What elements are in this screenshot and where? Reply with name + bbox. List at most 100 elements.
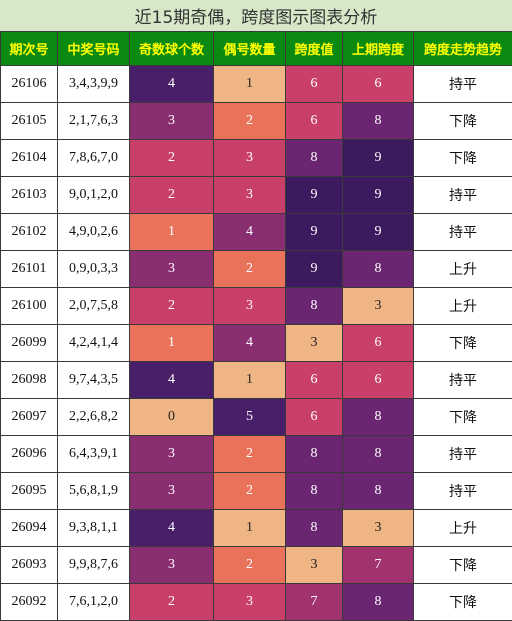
cell-prev-span: 6 — [343, 325, 414, 362]
cell-odd-count: 4 — [130, 362, 214, 399]
cell-prev-span: 7 — [343, 547, 414, 584]
cell-numbers: 9,9,8,7,6 — [58, 547, 130, 584]
cell-numbers: 7,6,1,2,0 — [58, 584, 130, 621]
cell-odd-count: 1 — [130, 325, 214, 362]
cell-issue: 26099 — [1, 325, 58, 362]
cell-odd-count: 3 — [130, 251, 214, 288]
cell-odd-count: 2 — [130, 584, 214, 621]
cell-odd-count: 4 — [130, 510, 214, 547]
cell-prev-span: 8 — [343, 251, 414, 288]
header-issue: 期次号 — [1, 32, 58, 66]
cell-numbers: 2,1,7,6,3 — [58, 103, 130, 140]
cell-even-count: 2 — [214, 473, 286, 510]
cell-span: 8 — [286, 510, 343, 547]
cell-even-count: 2 — [214, 436, 286, 473]
cell-span: 9 — [286, 177, 343, 214]
cell-even-count: 1 — [214, 66, 286, 103]
cell-even-count: 5 — [214, 399, 286, 436]
cell-prev-span: 8 — [343, 584, 414, 621]
cell-numbers: 4,9,0,2,6 — [58, 214, 130, 251]
header-even-count: 偶号数量 — [214, 32, 286, 66]
cell-numbers: 7,8,6,7,0 — [58, 140, 130, 177]
cell-span: 3 — [286, 325, 343, 362]
cell-odd-count: 3 — [130, 436, 214, 473]
analysis-table: 期次号 中奖号码 奇数球个数 偶号数量 跨度值 上期跨度 跨度走势趋势 2610… — [0, 31, 512, 621]
cell-issue: 26103 — [1, 177, 58, 214]
cell-numbers: 5,6,8,1,9 — [58, 473, 130, 510]
cell-even-count: 1 — [214, 362, 286, 399]
cell-even-count: 2 — [214, 547, 286, 584]
cell-issue: 26104 — [1, 140, 58, 177]
cell-trend: 下降 — [414, 325, 512, 362]
cell-prev-span: 9 — [343, 140, 414, 177]
cell-prev-span: 3 — [343, 288, 414, 325]
cell-trend: 持平 — [414, 473, 512, 510]
cell-odd-count: 2 — [130, 140, 214, 177]
cell-span: 8 — [286, 288, 343, 325]
cell-numbers: 2,0,7,5,8 — [58, 288, 130, 325]
cell-trend: 下降 — [414, 103, 512, 140]
cell-span: 6 — [286, 362, 343, 399]
cell-trend: 下降 — [414, 547, 512, 584]
cell-trend: 持平 — [414, 177, 512, 214]
cell-issue: 26106 — [1, 66, 58, 103]
cell-span: 3 — [286, 547, 343, 584]
cell-even-count: 2 — [214, 251, 286, 288]
cell-odd-count: 2 — [130, 288, 214, 325]
cell-issue: 26098 — [1, 362, 58, 399]
cell-even-count: 2 — [214, 103, 286, 140]
cell-numbers: 9,7,4,3,5 — [58, 362, 130, 399]
cell-numbers: 4,2,4,1,4 — [58, 325, 130, 362]
cell-trend: 下降 — [414, 584, 512, 621]
cell-odd-count: 4 — [130, 66, 214, 103]
cell-issue: 26093 — [1, 547, 58, 584]
cell-numbers: 9,0,1,2,0 — [58, 177, 130, 214]
cell-prev-span: 8 — [343, 399, 414, 436]
sheet-title: 近15期奇偶，跨度图示图表分析 — [0, 0, 512, 32]
cell-issue: 26096 — [1, 436, 58, 473]
cell-numbers: 6,4,3,9,1 — [58, 436, 130, 473]
cell-numbers: 0,9,0,3,3 — [58, 251, 130, 288]
header-trend: 跨度走势趋势 — [414, 32, 512, 66]
cell-trend: 上升 — [414, 510, 512, 547]
cell-span: 8 — [286, 436, 343, 473]
cell-prev-span: 6 — [343, 362, 414, 399]
cell-trend: 上升 — [414, 251, 512, 288]
cell-numbers: 9,3,8,1,1 — [58, 510, 130, 547]
cell-odd-count: 3 — [130, 473, 214, 510]
cell-span: 6 — [286, 103, 343, 140]
cell-even-count: 4 — [214, 325, 286, 362]
cell-numbers: 2,2,6,8,2 — [58, 399, 130, 436]
header-numbers: 中奖号码 — [58, 32, 130, 66]
cell-trend: 上升 — [414, 288, 512, 325]
cell-issue: 26105 — [1, 103, 58, 140]
cell-odd-count: 3 — [130, 103, 214, 140]
header-odd-count: 奇数球个数 — [130, 32, 214, 66]
cell-issue: 26095 — [1, 473, 58, 510]
cell-trend: 持平 — [414, 362, 512, 399]
cell-span: 8 — [286, 140, 343, 177]
cell-span: 8 — [286, 473, 343, 510]
cell-prev-span: 8 — [343, 473, 414, 510]
header-row: 期次号 中奖号码 奇数球个数 偶号数量 跨度值 上期跨度 跨度走势趋势 — [1, 32, 512, 66]
cell-trend: 下降 — [414, 399, 512, 436]
cell-even-count: 3 — [214, 288, 286, 325]
cell-odd-count: 0 — [130, 399, 214, 436]
cell-issue: 26100 — [1, 288, 58, 325]
cell-even-count: 1 — [214, 510, 286, 547]
cell-even-count: 4 — [214, 214, 286, 251]
cell-span: 9 — [286, 251, 343, 288]
cell-span: 7 — [286, 584, 343, 621]
cell-trend: 持平 — [414, 66, 512, 103]
